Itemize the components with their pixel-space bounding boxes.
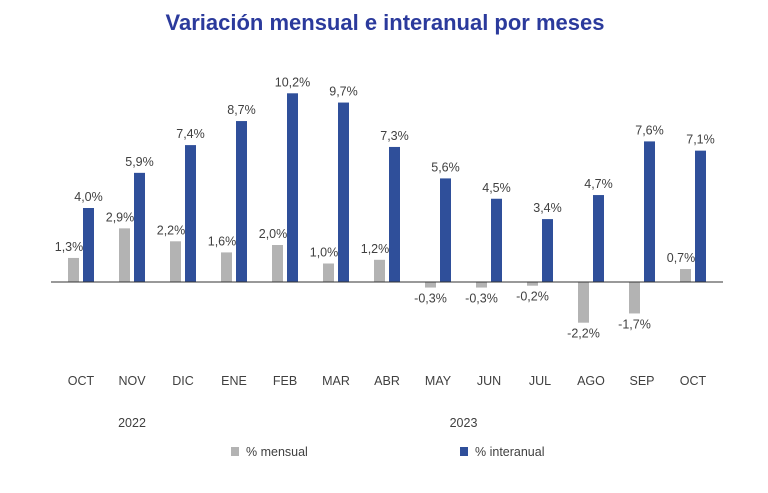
- value-labels-group: 1,3% 4,0%2,9% 5,9% 2,2% 7,4% 1,6% 8,7% 2,0% 10,2…: [55, 75, 715, 340]
- data-label-mensual-0: 1,3%: [55, 240, 84, 254]
- data-label-mensual-4: 2,0%: [259, 227, 288, 241]
- data-label-mensual-3: 1,6%: [208, 234, 237, 248]
- data-label-mensual-8: -0,3%: [465, 292, 498, 306]
- bar-mensual-9: [527, 282, 538, 286]
- bar-interanual-10: [593, 195, 604, 282]
- x-tick-label-11: SEP: [629, 374, 654, 388]
- bars-group: [68, 93, 706, 323]
- data-label-interanual-5: 9,7%: [329, 85, 358, 99]
- data-label-mensual-6: 1,2%: [361, 242, 390, 256]
- data-label-mensual-10: -2,2%: [567, 327, 600, 341]
- data-label-mensual-12: 0,7%: [667, 251, 696, 265]
- bar-mensual-12: [680, 269, 691, 282]
- bar-mensual-3: [221, 252, 232, 282]
- bar-interanual-9: [542, 219, 553, 282]
- legend: % mensual % interanual: [231, 445, 545, 459]
- bar-interanual-7: [440, 178, 451, 282]
- data-label-mensual-1: 2,9%: [106, 210, 135, 224]
- x-tick-label-10: AGO: [577, 374, 605, 388]
- bar-mensual-11: [629, 282, 640, 314]
- data-label-interanual-6: 7,3%: [380, 129, 409, 143]
- x-tick-label-4: FEB: [273, 374, 297, 388]
- data-label-interanual-7: 5,6%: [431, 160, 460, 174]
- bar-interanual-11: [644, 141, 655, 282]
- bar-mensual-1: [119, 228, 130, 282]
- bar-mensual-0: [68, 257, 79, 282]
- year-label-2022: 2022: [118, 416, 146, 430]
- data-label-interanual-12: 7,1%: [686, 133, 715, 147]
- x-tick-label-1: NOV: [118, 374, 146, 388]
- data-label-interanual-10: 4,7%: [584, 177, 613, 191]
- bar-interanual-6: [389, 146, 400, 282]
- data-label-interanual-3: 8,7%: [227, 103, 256, 117]
- x-tick-labels-group: OCT NOV DIC ENE FEB MAR ABR MAY JUN JUL AGO SEP OCT: [68, 374, 707, 388]
- bar-interanual-8: [491, 198, 502, 282]
- bar-interanual-1: [134, 172, 145, 282]
- bar-mensual-2: [170, 241, 181, 282]
- bar-interanual-2: [185, 145, 196, 282]
- bar-mensual-7: [425, 282, 436, 288]
- legend-label-mensual: % mensual: [246, 445, 308, 459]
- bar-mensual-5: [323, 263, 334, 282]
- x-tick-label-8: JUN: [477, 374, 501, 388]
- x-tick-label-12: OCT: [680, 374, 707, 388]
- x-tick-label-0: OCT: [68, 374, 95, 388]
- data-label-interanual-0: 4,0%: [74, 190, 103, 204]
- data-label-interanual-2: 7,4%: [176, 127, 205, 141]
- x-tick-label-2: DIC: [172, 374, 194, 388]
- legend-swatch-mensual: [231, 447, 239, 456]
- data-label-mensual-5: 1,0%: [310, 246, 339, 260]
- data-label-interanual-9: 3,4%: [533, 201, 562, 215]
- year-label-2023: 2023: [450, 416, 478, 430]
- data-label-mensual-7: -0,3%: [414, 292, 447, 306]
- data-label-mensual-11: -1,7%: [618, 317, 651, 331]
- legend-label-interanual: % interanual: [475, 445, 545, 459]
- data-label-interanual-4: 10,2%: [275, 75, 310, 89]
- x-tick-label-3: ENE: [221, 374, 247, 388]
- x-tick-label-6: ABR: [374, 374, 400, 388]
- data-label-interanual-8: 4,5%: [482, 181, 511, 195]
- data-label-interanual-1: 5,9%: [125, 155, 154, 169]
- bar-mensual-6: [374, 259, 385, 282]
- data-label-interanual-11: 7,6%: [635, 123, 664, 137]
- bar-interanual-3: [236, 121, 247, 282]
- bar-interanual-4: [287, 93, 298, 282]
- data-label-mensual-2: 2,2%: [157, 223, 186, 237]
- legend-swatch-interanual: [460, 447, 468, 456]
- bar-mensual-10: [578, 282, 589, 323]
- bar-mensual-4: [272, 245, 283, 282]
- bar-mensual-8: [476, 282, 487, 288]
- x-tick-label-9: JUL: [529, 374, 551, 388]
- chart-title: Variación mensual e interanual por meses: [166, 10, 605, 35]
- bar-interanual-5: [338, 102, 349, 282]
- x-tick-label-5: MAR: [322, 374, 350, 388]
- bar-interanual-0: [83, 208, 94, 282]
- bar-interanual-12: [695, 150, 706, 282]
- year-labels-group: 2022 2023: [118, 416, 477, 430]
- x-tick-label-7: MAY: [425, 374, 452, 388]
- data-label-mensual-9: -0,2%: [516, 290, 549, 304]
